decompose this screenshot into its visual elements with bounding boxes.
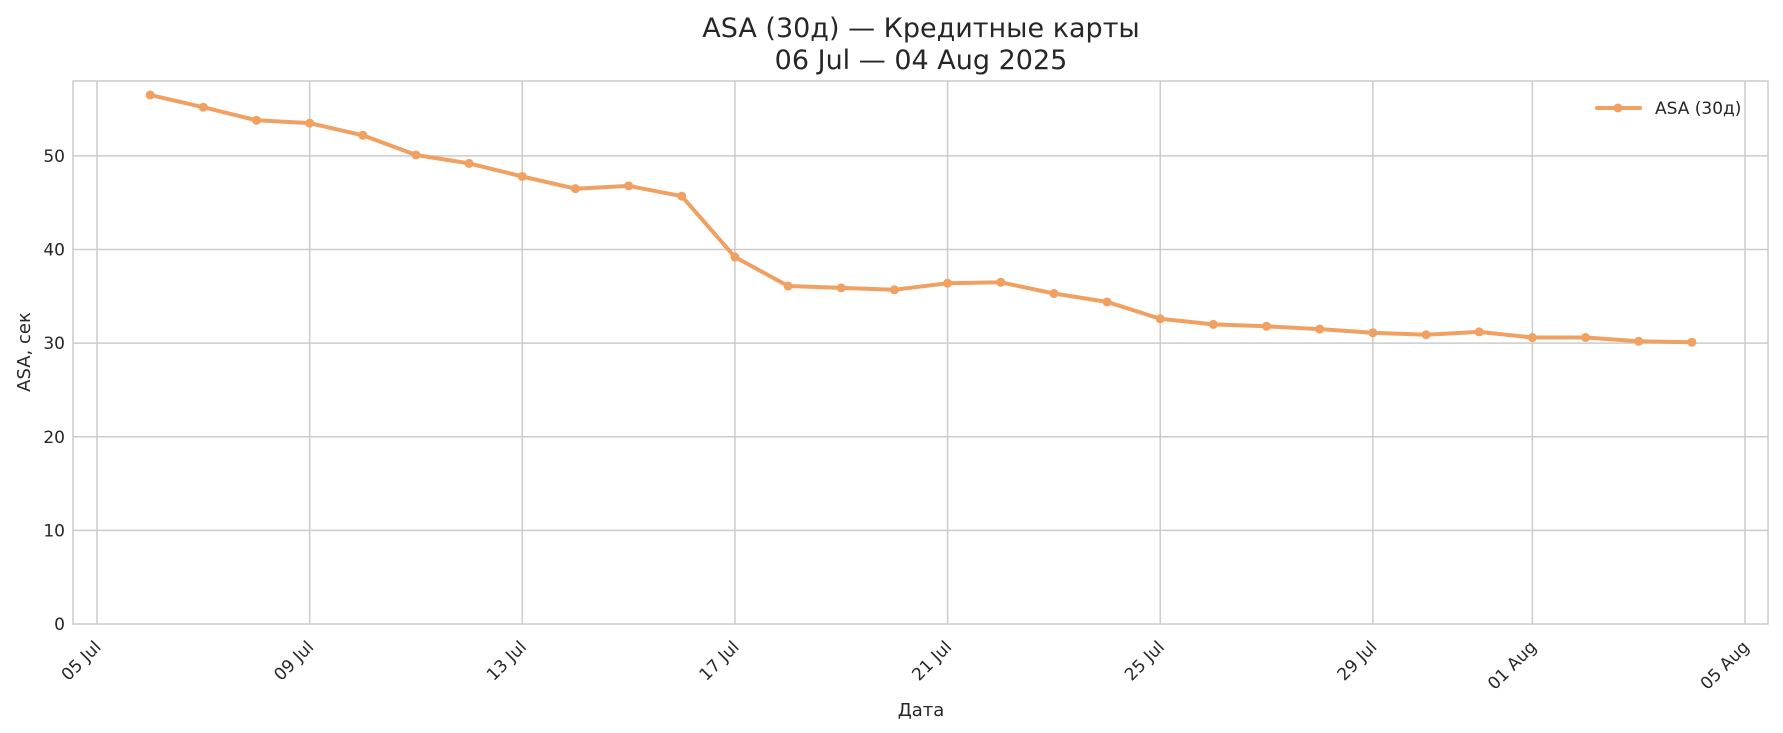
x-tick-label: 05 Jul (58, 637, 106, 685)
data-point (836, 283, 846, 293)
data-point (1634, 336, 1644, 346)
data-point (1368, 328, 1378, 338)
x-tick-label: 25 Jul (1121, 637, 1169, 685)
data-point (198, 102, 208, 112)
data-point (1315, 324, 1325, 334)
legend-marker-sample (1613, 103, 1623, 113)
data-point (411, 150, 421, 160)
y-tick-label: 10 (43, 521, 65, 541)
chart-subtitle: 06 Jul — 04 Aug 2025 (775, 45, 1068, 76)
plot-area: 0 10 20 30 40 50 05 Jul 09 Jul 13 Jul 17 Jul 21 J… (43, 80, 1769, 694)
chart-title: ASA (30д) — Кредитные карты (702, 13, 1139, 44)
y-tick-label: 0 (54, 615, 65, 635)
data-point (943, 278, 953, 288)
data-point (1262, 321, 1272, 331)
x-tick-label: 21 Jul (908, 637, 956, 685)
data-point (783, 281, 793, 291)
data-point (517, 171, 527, 181)
data-point (1155, 314, 1165, 324)
data-point (251, 115, 261, 125)
data-point (1581, 333, 1591, 343)
grid-lines (73, 81, 1768, 624)
data-point (677, 191, 687, 201)
x-tick-label: 13 Jul (483, 637, 531, 685)
data-point (1474, 327, 1484, 337)
data-point (145, 90, 155, 100)
x-tick-label: 09 Jul (270, 637, 318, 685)
x-tick-label: 29 Jul (1334, 637, 1382, 685)
plot-frame (72, 80, 1769, 625)
y-tick-label: 40 (43, 241, 65, 261)
x-tick-label: 05 Aug (1697, 637, 1754, 694)
data-point (305, 118, 315, 128)
data-point (996, 277, 1006, 287)
data-point (730, 252, 740, 262)
data-point (1208, 319, 1218, 329)
data-point (889, 285, 899, 295)
data-point (1102, 297, 1112, 307)
y-tick-label: 50 (43, 147, 65, 167)
data-point (1421, 330, 1431, 340)
y-tick-label: 20 (43, 428, 65, 448)
x-tick-label: 17 Jul (696, 637, 744, 685)
data-point (464, 158, 474, 168)
x-axis-ticks: 05 Jul 09 Jul 13 Jul 17 Jul 21 Jul 25 Jul 29 J… (58, 637, 1754, 694)
data-point (1049, 289, 1059, 299)
legend-label: ASA (30д) (1655, 99, 1741, 119)
data-point (570, 184, 580, 194)
x-axis-label: Дата (898, 700, 945, 721)
legend: ASA (30д) (1595, 99, 1741, 119)
x-tick-label: 01 Aug (1484, 637, 1541, 694)
y-axis-label: ASA, сек (14, 312, 35, 392)
series-layer (145, 90, 1697, 347)
series-line (148, 93, 1694, 345)
y-tick-label: 30 (43, 334, 65, 354)
data-point (1687, 337, 1697, 347)
data-point (624, 181, 634, 191)
y-axis-ticks: 0 10 20 30 40 50 (43, 147, 65, 635)
data-point (358, 130, 368, 140)
data-point (1527, 333, 1537, 343)
